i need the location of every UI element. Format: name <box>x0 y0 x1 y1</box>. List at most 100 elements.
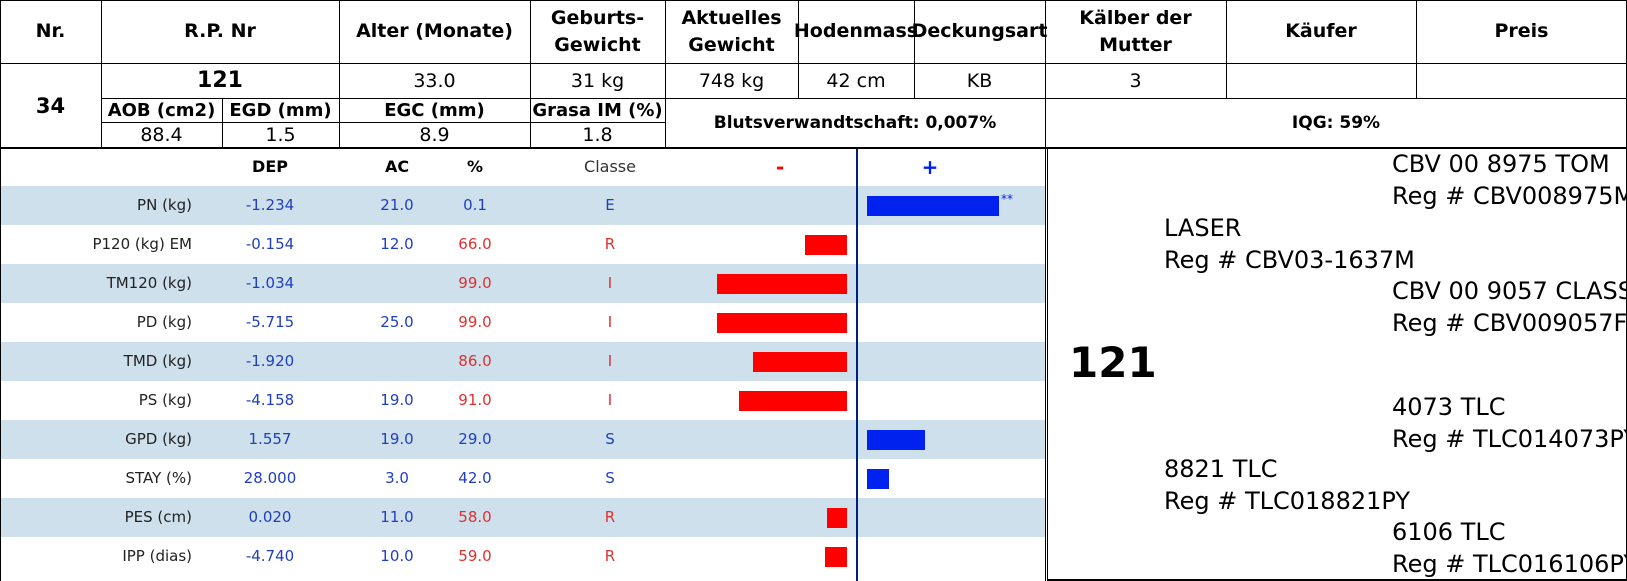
trait-row: PN (kg) -1.234 21.0 0.1 E ** <box>0 186 1045 225</box>
trait-name: IPP (dias) <box>122 547 192 565</box>
trait-pct: 91.0 <box>458 391 492 409</box>
animal-aktuelles-gewicht: 748 kg <box>698 69 765 92</box>
trait-ac: 25.0 <box>380 313 414 331</box>
trait-pct: 59.0 <box>458 547 492 565</box>
trait-bar-positive <box>867 430 925 450</box>
pedigree-dam-dam-name: 6106 TLC <box>1392 518 1506 546</box>
trait-ac: 12.0 <box>380 235 414 253</box>
header-aktuelles-gewicht: Aktuelles Gewicht <box>665 0 798 63</box>
grid-line <box>1047 579 1627 581</box>
bar-axis <box>856 148 858 581</box>
aob-value: 88.4 <box>140 124 183 146</box>
grid-line <box>1416 0 1417 98</box>
animal-hodenmass: 42 cm <box>826 69 886 92</box>
grid-line <box>665 0 666 148</box>
grid-line <box>101 122 665 123</box>
header-geburtsgewicht-line2: Gewicht <box>554 33 641 56</box>
pedigree-dam-name: 8821 TLC <box>1164 455 1278 483</box>
trait-name: PS (kg) <box>138 391 192 409</box>
pedigree-sire-name: LASER <box>1164 214 1242 242</box>
pedigree-dam-dam-reg: Reg # TLC016106PY <box>1392 550 1627 578</box>
grasa-value: 1.8 <box>582 124 613 146</box>
grid-line <box>914 0 915 98</box>
trait-name: PD (kg) <box>136 313 192 331</box>
egd-value: 1.5 <box>265 124 296 146</box>
header-aktuelles-line1: Aktuelles <box>681 6 782 29</box>
trait-mark: ** <box>1001 192 1013 206</box>
trait-dep: -1.234 <box>245 196 295 214</box>
trait-bar-negative <box>805 235 847 255</box>
epd-header-dep: DEP <box>252 157 288 176</box>
trait-dep: 0.020 <box>248 508 292 526</box>
trait-ac: 19.0 <box>380 430 414 448</box>
pedigree-dam-sire-reg: Reg # TLC014073PY <box>1392 425 1627 453</box>
trait-pct: 0.1 <box>463 196 487 214</box>
epd-section: DEP AC % Classe - + PN (kg) -1.234 21.0 0.1… <box>0 148 1045 581</box>
grid-line <box>0 147 1627 149</box>
grasa-label: Grasa IM (%) <box>532 99 663 121</box>
trait-dep: -5.715 <box>245 313 295 331</box>
trait-dep: 28.000 <box>243 469 297 487</box>
grid-line <box>0 63 1627 64</box>
header-aktuelles-line2: Gewicht <box>688 33 775 56</box>
epd-header-classe: Classe <box>584 157 636 176</box>
grid-line <box>1226 0 1227 98</box>
trait-pct: 99.0 <box>458 274 492 292</box>
trait-row: TMD (kg) -1.920 86.0 I <box>0 342 1045 381</box>
trait-classe: I <box>607 352 613 370</box>
header-rp-nr: R.P. Nr <box>184 20 256 42</box>
trait-classe: R <box>604 235 616 253</box>
egc-label: EGC (mm) <box>384 99 485 121</box>
egd-label: EGD (mm) <box>229 99 332 121</box>
grid-line <box>222 98 223 148</box>
epd-header-minus: - <box>775 155 785 179</box>
trait-classe: S <box>605 469 615 487</box>
trait-bar-positive <box>867 196 999 216</box>
header-hodenmass: Hodenmass <box>793 20 919 42</box>
trait-pct: 86.0 <box>458 352 492 370</box>
trait-ac: 3.0 <box>385 469 409 487</box>
header-deckungsart: Deckungsart <box>911 20 1048 42</box>
animal-kaeufer <box>1226 63 1416 98</box>
grid-line <box>101 98 1627 99</box>
trait-classe: S <box>605 430 615 448</box>
trait-row: PD (kg) -5.715 25.0 99.0 I <box>0 303 1045 342</box>
trait-row: GPD (kg) 1.557 19.0 29.0 S <box>0 420 1045 459</box>
trait-bar-negative <box>753 352 847 372</box>
grid-line <box>1047 148 1048 581</box>
blutsverwandtschaft: Blutsverwandtschaft: 0,007% <box>713 113 997 133</box>
grid-line <box>101 0 102 148</box>
animal-nr: 34 <box>35 93 66 118</box>
trait-name: TM120 (kg) <box>106 274 192 292</box>
trait-dep: -1.034 <box>245 274 295 292</box>
trait-classe: I <box>607 274 613 292</box>
trait-dep: -4.740 <box>245 547 295 565</box>
header-kaelber-line2: Mutter <box>1099 33 1172 56</box>
trait-ac: 10.0 <box>380 547 414 565</box>
trait-bar-negative <box>739 391 847 411</box>
trait-classe: I <box>607 391 613 409</box>
animal-alter: 33.0 <box>413 69 456 92</box>
trait-name: P120 (kg) EM <box>92 235 192 253</box>
header-kaeufer: Käufer <box>1285 20 1357 42</box>
grid-line <box>0 0 1627 1</box>
trait-dep: -0.154 <box>245 235 295 253</box>
epd-header-pct: % <box>466 157 484 176</box>
grid-line <box>530 0 531 148</box>
trait-row: P120 (kg) EM -0.154 12.0 66.0 R <box>0 225 1045 264</box>
pedigree-sire-dam-reg: Reg # CBV009057F <box>1392 309 1627 337</box>
trait-name: GPD (kg) <box>125 430 192 448</box>
header-kaelber-line1: Kälber der <box>1079 6 1192 29</box>
epd-header-ac: AC <box>384 157 410 176</box>
pedigree-dam-sire-name: 4073 TLC <box>1392 393 1506 421</box>
trait-ac: 19.0 <box>380 391 414 409</box>
trait-name: PES (cm) <box>124 508 192 526</box>
trait-dep: -1.920 <box>245 352 295 370</box>
pedigree: 121 LASER Reg # CBV03-1637M CBV 00 8975 … <box>1047 148 1627 581</box>
trait-row: IPP (dias) -4.740 10.0 59.0 R <box>0 537 1045 576</box>
pedigree-dam-reg: Reg # TLC018821PY <box>1164 487 1410 515</box>
trait-ac: 21.0 <box>380 196 414 214</box>
trait-bar-negative <box>717 274 847 294</box>
pedigree-animal: 121 <box>1069 338 1157 387</box>
trait-pct: 66.0 <box>458 235 492 253</box>
